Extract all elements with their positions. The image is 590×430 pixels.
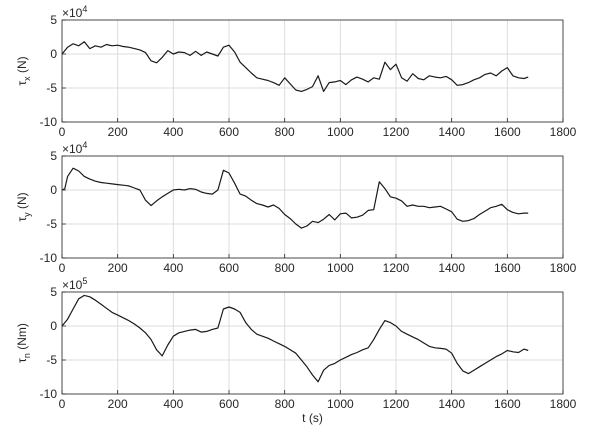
y-tick-label: 5 — [50, 13, 57, 27]
subplot-tau-n: 0 200 400 600 800 1000 1200 1400 1600 1800 5 0 -5 -10… — [15, 276, 577, 425]
x-tick-label: 1600 — [494, 397, 521, 411]
grid-tau-n — [61, 291, 564, 395]
x-tick-label: 800 — [275, 261, 295, 275]
y-tick-label: 0 — [50, 183, 57, 197]
y-tick-label: 0 — [50, 47, 57, 61]
ylabel-tau-n: τn (Nm) — [15, 323, 32, 363]
x-tick-label: 600 — [219, 261, 239, 275]
axes-box-tau-y — [61, 155, 564, 259]
grid-tau-y — [61, 155, 564, 259]
x-tick-label: 1400 — [438, 261, 465, 275]
y-tick-label: -5 — [46, 217, 57, 231]
y-tick-label: -10 — [40, 251, 58, 265]
ticks-tau-x: 0 200 400 600 800 1000 1200 1400 1600 1800 5 0 -5 -10 — [40, 13, 577, 139]
x-tick-label: 600 — [219, 125, 239, 139]
x-tick-label: 400 — [163, 125, 183, 139]
x-tick-label: 1800 — [550, 397, 577, 411]
y-tick-label: 0 — [50, 319, 57, 333]
grid-tau-x — [61, 19, 564, 123]
exponent-label-tau-n: ×105 — [62, 276, 87, 292]
x-tick-label: 1400 — [438, 397, 465, 411]
x-tick-label: 1000 — [327, 397, 354, 411]
series-tau-n — [61, 294, 529, 383]
y-tick-label: -5 — [46, 81, 57, 95]
axes-box-tau-n — [61, 291, 564, 395]
x-tick-label: 800 — [275, 125, 295, 139]
exponent-label-tau-x: ×104 — [62, 4, 87, 20]
exponent-label-tau-y: ×104 — [62, 140, 87, 156]
x-tick-label: 0 — [59, 397, 66, 411]
x-tick-label: 1200 — [383, 125, 410, 139]
series-tau-y — [61, 167, 529, 229]
x-tick-label: 1800 — [550, 261, 577, 275]
ticks-tau-n: 0 200 400 600 800 1000 1200 1400 1600 1800 5 0 -5 -10 — [40, 285, 577, 411]
x-tick-label: 400 — [163, 397, 183, 411]
x-tick-label: 800 — [275, 397, 295, 411]
x-tick-label: 400 — [163, 261, 183, 275]
y-tick-label: -10 — [40, 115, 58, 129]
y-tick-label: 5 — [50, 149, 57, 163]
ylabel-tau-x: τx (N) — [15, 56, 32, 85]
x-tick-label: 200 — [108, 125, 128, 139]
subplot-tau-y: 0 200 400 600 800 1000 1200 1400 1600 1800 5 0 -5 -10… — [15, 140, 577, 275]
ticks-tau-y: 0 200 400 600 800 1000 1200 1400 1600 1800 5 0 -5 -10 — [40, 149, 577, 275]
x-tick-label: 1600 — [494, 125, 521, 139]
y-tick-label: 5 — [50, 285, 57, 299]
x-tick-label: 0 — [59, 261, 66, 275]
x-tick-label: 1200 — [383, 261, 410, 275]
subplot-tau-x: 0 200 400 600 800 1000 1200 1400 1600 1800 5 0 -5 -10… — [15, 4, 577, 139]
x-tick-label: 1400 — [438, 125, 465, 139]
xlabel-time: t (s) — [302, 411, 323, 425]
y-tick-label: -5 — [46, 353, 57, 367]
x-tick-label: 1000 — [327, 261, 354, 275]
x-tick-label: 200 — [108, 261, 128, 275]
x-tick-label: 1000 — [327, 125, 354, 139]
x-tick-label: 1800 — [550, 125, 577, 139]
x-tick-label: 200 — [108, 397, 128, 411]
x-tick-label: 0 — [59, 125, 66, 139]
axes-box-tau-x — [61, 19, 564, 123]
x-tick-label: 1200 — [383, 397, 410, 411]
x-tick-label: 600 — [219, 397, 239, 411]
y-tick-label: -10 — [40, 387, 58, 401]
ylabel-tau-y: τy (N) — [15, 192, 32, 221]
x-tick-label: 1600 — [494, 261, 521, 275]
series-tau-x — [61, 41, 529, 92]
